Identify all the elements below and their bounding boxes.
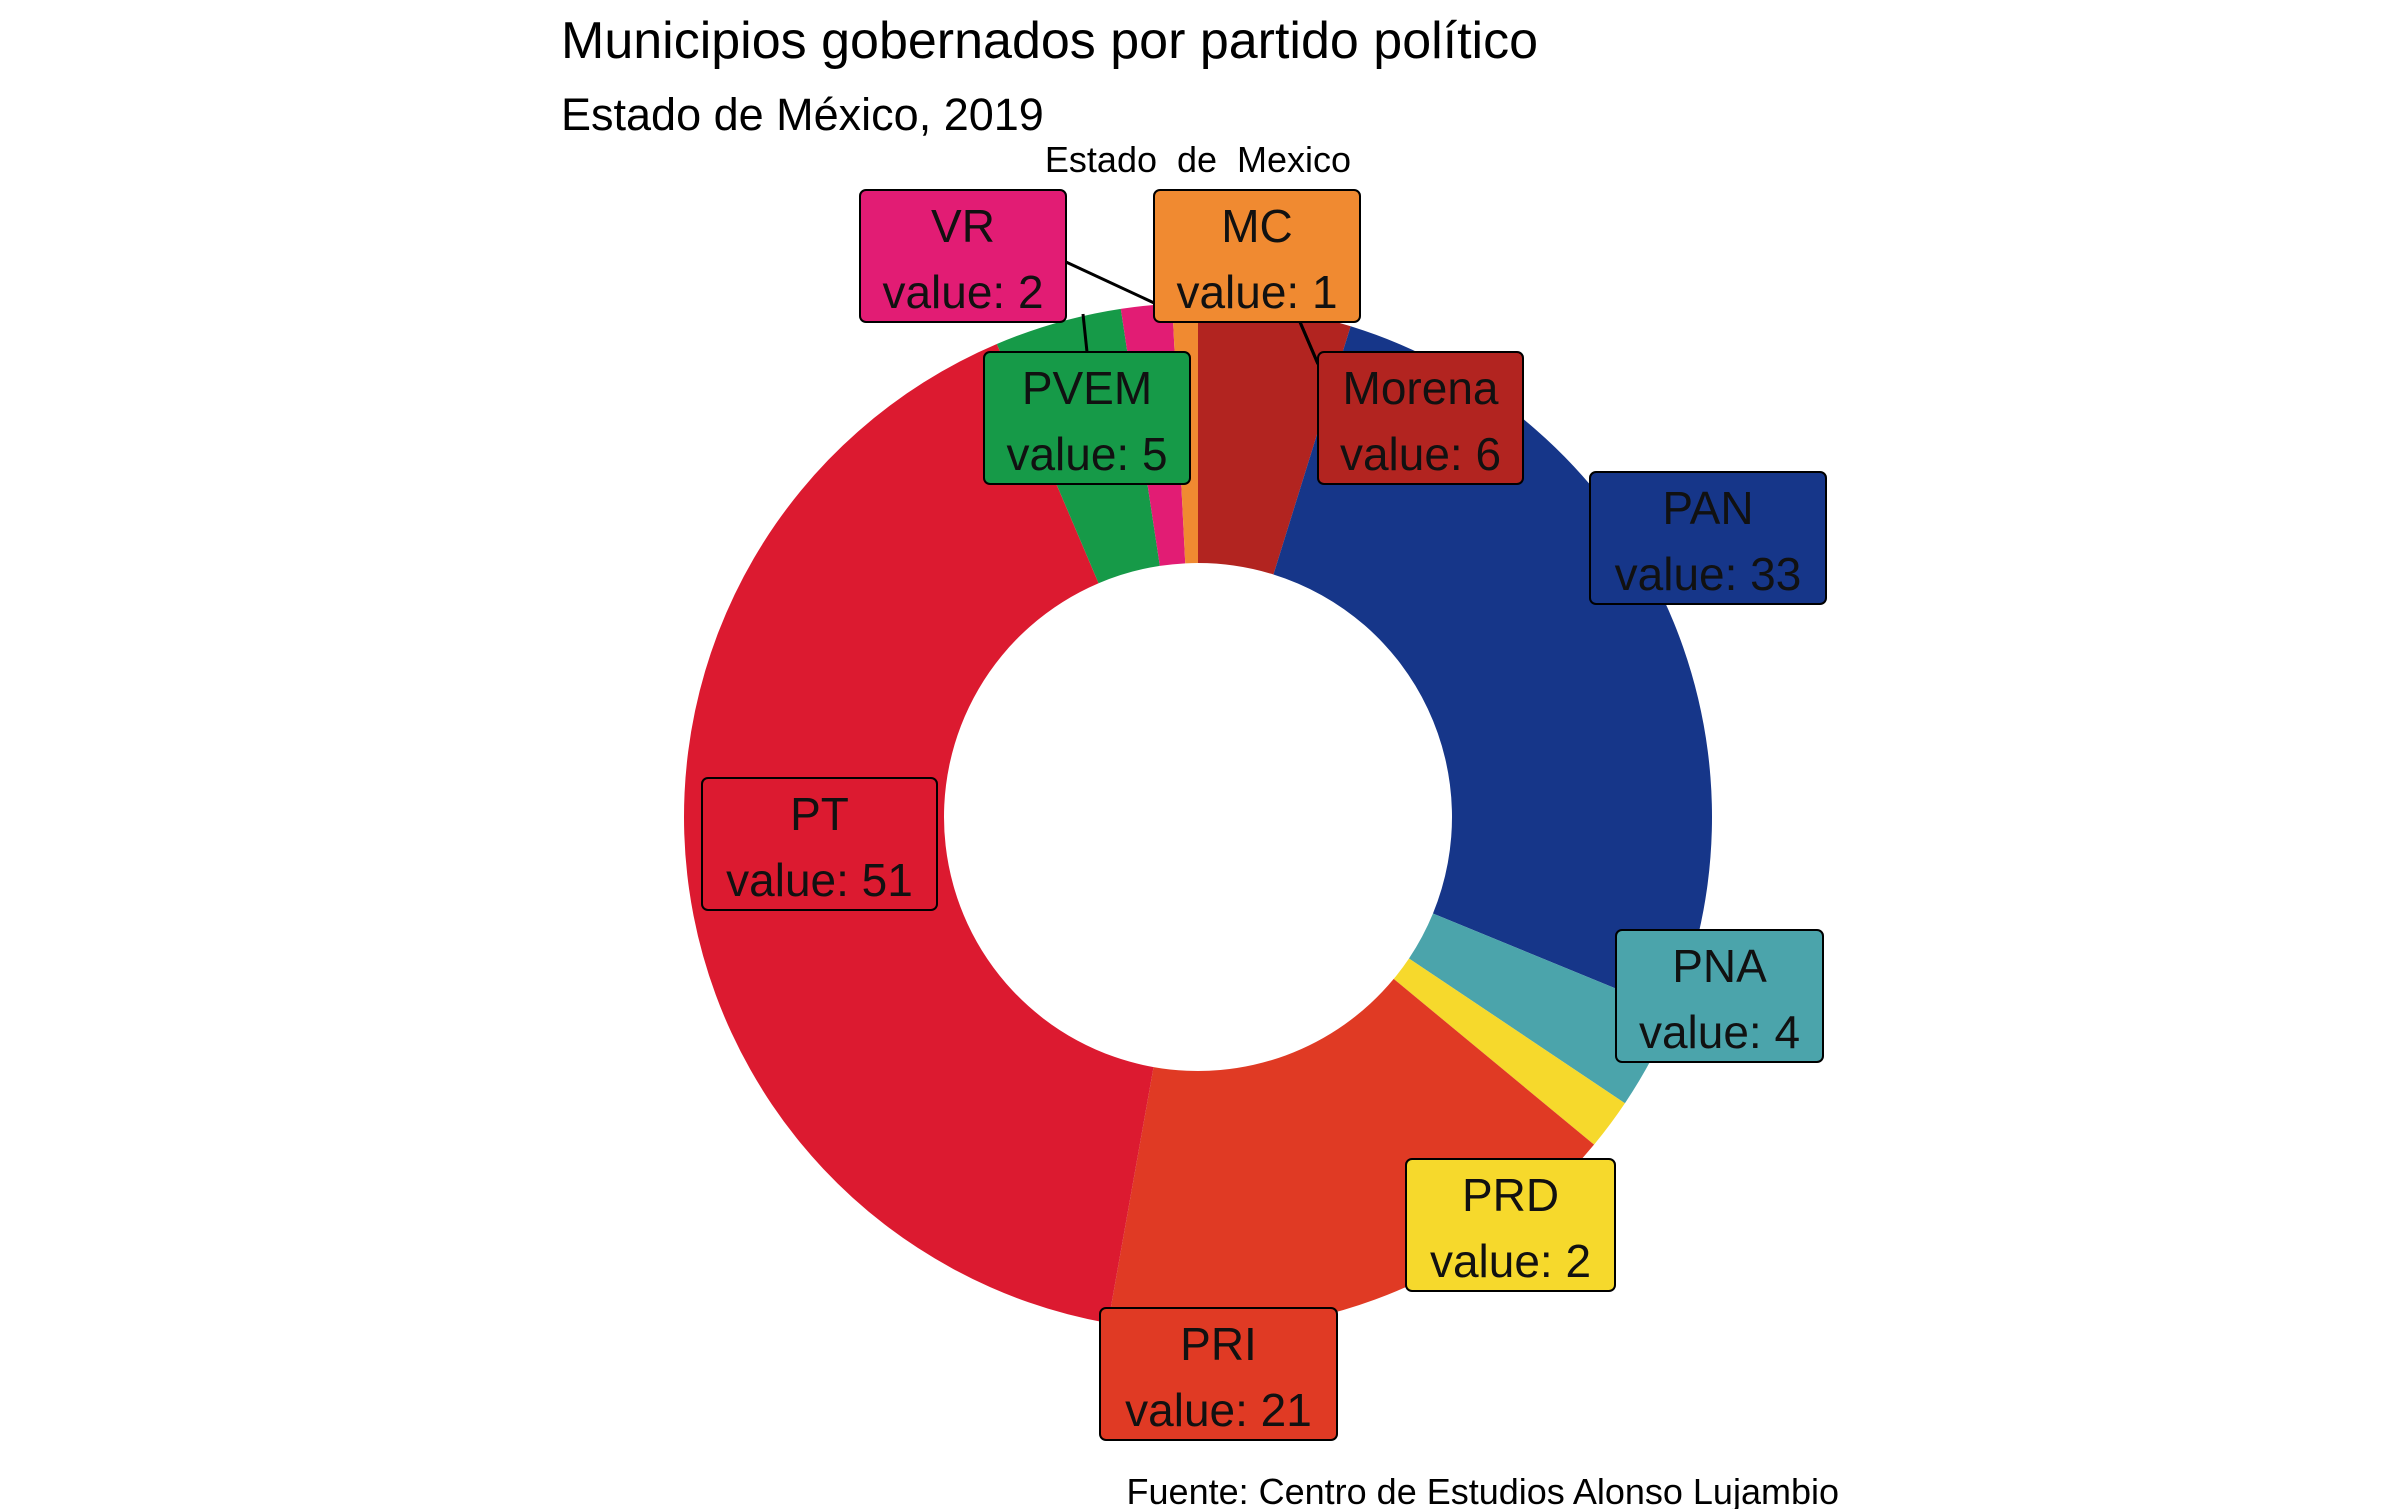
label-name-prd: PRD: [1462, 1169, 1559, 1221]
label-name-vr: VR: [931, 200, 995, 252]
label-vr: VR value: 2: [859, 189, 1067, 323]
label-box-morena: [1317, 351, 1524, 485]
slice-labels: Morena value: 6 PAN value: 33 PNA value: 4 PRD…: [701, 189, 1827, 1441]
label-name-morena: Morena: [1343, 362, 1499, 414]
chart-subtitle: Estado de México, 2019: [561, 89, 1044, 140]
label-box-pvem: [983, 351, 1191, 485]
facet-label: Estado de Mexico: [1045, 139, 1351, 180]
label-name-pna: PNA: [1672, 940, 1767, 992]
label-pvem: PVEM value: 5: [983, 351, 1191, 485]
label-value-pna: value: 4: [1639, 1006, 1800, 1058]
label-mc: MC value: 1: [1153, 189, 1361, 323]
label-value-pvem: value: 5: [1006, 428, 1167, 480]
label-box-mc: [1153, 189, 1361, 323]
label-name-pt: PT: [790, 788, 849, 840]
label-prd: PRD value: 2: [1405, 1158, 1616, 1292]
label-value-pan: value: 33: [1615, 548, 1802, 600]
label-pri: PRI value: 21: [1099, 1307, 1338, 1441]
label-name-pan: PAN: [1662, 482, 1753, 534]
label-pna: PNA value: 4: [1615, 929, 1824, 1063]
label-value-vr: value: 2: [882, 266, 1043, 318]
label-name-pvem: PVEM: [1022, 362, 1152, 414]
label-box-vr: [859, 189, 1067, 323]
leader-line-morena: [1298, 321, 1320, 365]
label-value-mc: value: 1: [1176, 266, 1337, 318]
label-value-morena: value: 6: [1340, 428, 1501, 480]
leader-line-pvem: [1081, 313, 1089, 353]
slice-pan: [1273, 326, 1713, 1013]
label-morena: Morena value: 6: [1317, 351, 1524, 485]
label-box-prd: [1405, 1158, 1616, 1292]
label-value-prd: value: 2: [1430, 1235, 1591, 1287]
label-box-pna: [1615, 929, 1824, 1063]
label-value-pri: value: 21: [1125, 1384, 1312, 1436]
slice-morena: [1198, 303, 1351, 575]
label-name-mc: MC: [1221, 200, 1293, 252]
label-name-pri: PRI: [1180, 1318, 1257, 1370]
label-pt: PT value: 51: [701, 777, 938, 911]
label-box-pri: [1099, 1307, 1338, 1441]
label-value-pt: value: 51: [726, 854, 913, 906]
chart-title: Municipios gobernados por partido políti…: [561, 12, 1538, 70]
slice-prd: [1393, 958, 1625, 1145]
label-pan: PAN value: 33: [1589, 471, 1827, 605]
label-box-pan: [1589, 471, 1827, 605]
label-box-pt: [701, 777, 938, 911]
slice-pna: [1408, 913, 1674, 1104]
chart-caption: Fuente: Centro de Estudios Alonso Lujamb…: [1127, 1471, 1839, 1509]
